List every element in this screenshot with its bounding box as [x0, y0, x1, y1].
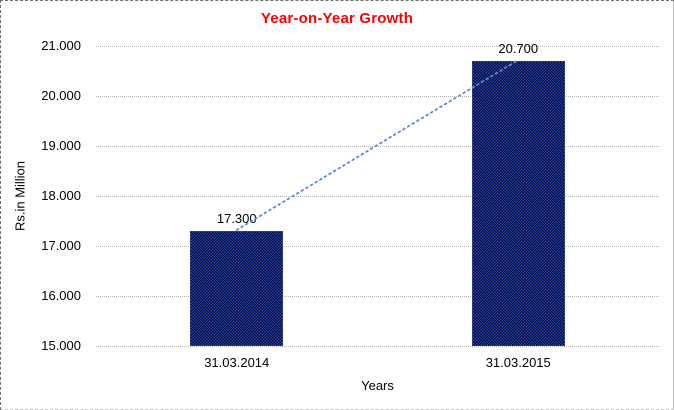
x-tick-label: 31.03.2015: [485, 355, 551, 370]
bar-value-label: 20.700: [498, 41, 539, 56]
x-tick-label: 31.03.2014: [204, 355, 270, 370]
gridline: [96, 246, 659, 247]
x-axis-title: Years: [361, 378, 394, 393]
chart-title: Year-on-Year Growth: [260, 10, 414, 27]
gridline: [96, 46, 659, 47]
gridline: [96, 196, 659, 197]
bar: [190, 231, 284, 346]
bar-value-label: 17.300: [216, 211, 257, 226]
gridline: [96, 346, 659, 347]
y-tick-label: 17.000: [41, 238, 81, 253]
y-tick-label: 21.000: [41, 38, 81, 53]
gridline: [96, 146, 659, 147]
y-tick-label: 18.000: [41, 188, 81, 203]
gridline: [96, 296, 659, 297]
y-tick-label: 16.000: [41, 288, 81, 303]
gridline: [96, 96, 659, 97]
y-tick-label: 19.000: [41, 138, 81, 153]
bar: [471, 61, 565, 346]
y-tick-label: 20.000: [41, 88, 81, 103]
y-tick-label: 15.000: [41, 338, 81, 353]
